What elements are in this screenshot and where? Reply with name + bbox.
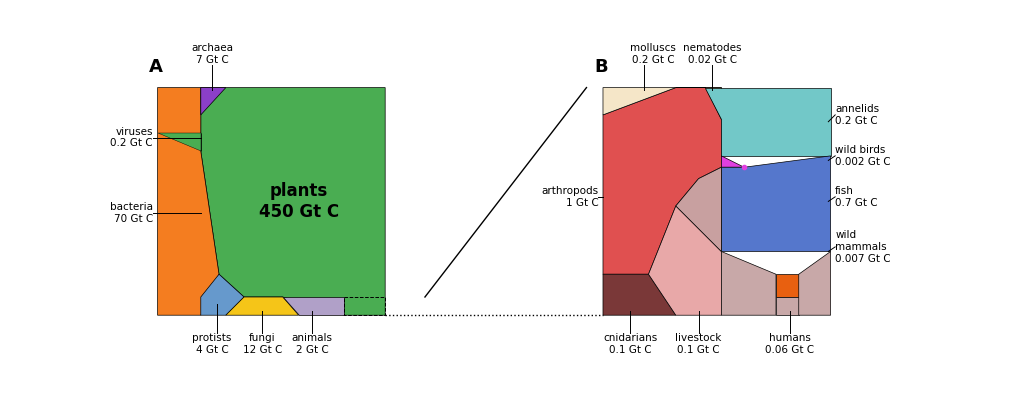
Polygon shape (676, 167, 721, 252)
Text: arthropods
1 Gt C: arthropods 1 Gt C (542, 186, 598, 208)
Polygon shape (603, 274, 676, 315)
Text: molluscs
0.2 Gt C: molluscs 0.2 Gt C (630, 43, 676, 65)
Text: humans
0.06 Gt C: humans 0.06 Gt C (765, 333, 814, 355)
Text: B: B (594, 58, 607, 76)
Text: A: A (148, 58, 163, 76)
Polygon shape (706, 88, 830, 156)
Text: cnidarians
0.1 Gt C: cnidarians 0.1 Gt C (603, 333, 657, 355)
Text: livestock
0.1 Gt C: livestock 0.1 Gt C (676, 333, 722, 355)
Polygon shape (283, 297, 344, 315)
Text: protists
4 Gt C: protists 4 Gt C (193, 333, 231, 355)
Text: wild birds
0.002 Gt C: wild birds 0.002 Gt C (836, 145, 891, 167)
Text: fungi
12 Gt C: fungi 12 Gt C (243, 333, 282, 355)
Polygon shape (158, 133, 201, 151)
Text: fish
0.7 Gt C: fish 0.7 Gt C (836, 186, 878, 208)
Polygon shape (201, 88, 226, 115)
Polygon shape (721, 252, 776, 315)
Polygon shape (776, 297, 799, 315)
Polygon shape (648, 206, 721, 315)
Polygon shape (226, 297, 299, 315)
Polygon shape (158, 88, 219, 315)
Text: viruses
0.2 Gt C: viruses 0.2 Gt C (111, 127, 153, 148)
Polygon shape (799, 252, 830, 315)
Polygon shape (721, 156, 830, 252)
Text: nematodes
0.02 Gt C: nematodes 0.02 Gt C (683, 43, 741, 65)
Polygon shape (201, 274, 244, 315)
Polygon shape (603, 88, 676, 115)
Text: animals
2 Gt C: animals 2 Gt C (292, 333, 333, 355)
Text: wild
mammals
0.007 Gt C: wild mammals 0.007 Gt C (836, 230, 891, 263)
Text: bacteria
70 Gt C: bacteria 70 Gt C (110, 202, 153, 224)
Polygon shape (776, 274, 799, 297)
Polygon shape (721, 156, 744, 167)
Text: annelids
0.2 Gt C: annelids 0.2 Gt C (836, 104, 880, 126)
Text: plants
450 Gt C: plants 450 Gt C (259, 182, 339, 221)
Polygon shape (676, 88, 721, 120)
Text: archaea
7 Gt C: archaea 7 Gt C (191, 43, 233, 65)
Polygon shape (603, 88, 721, 274)
Polygon shape (201, 88, 385, 315)
